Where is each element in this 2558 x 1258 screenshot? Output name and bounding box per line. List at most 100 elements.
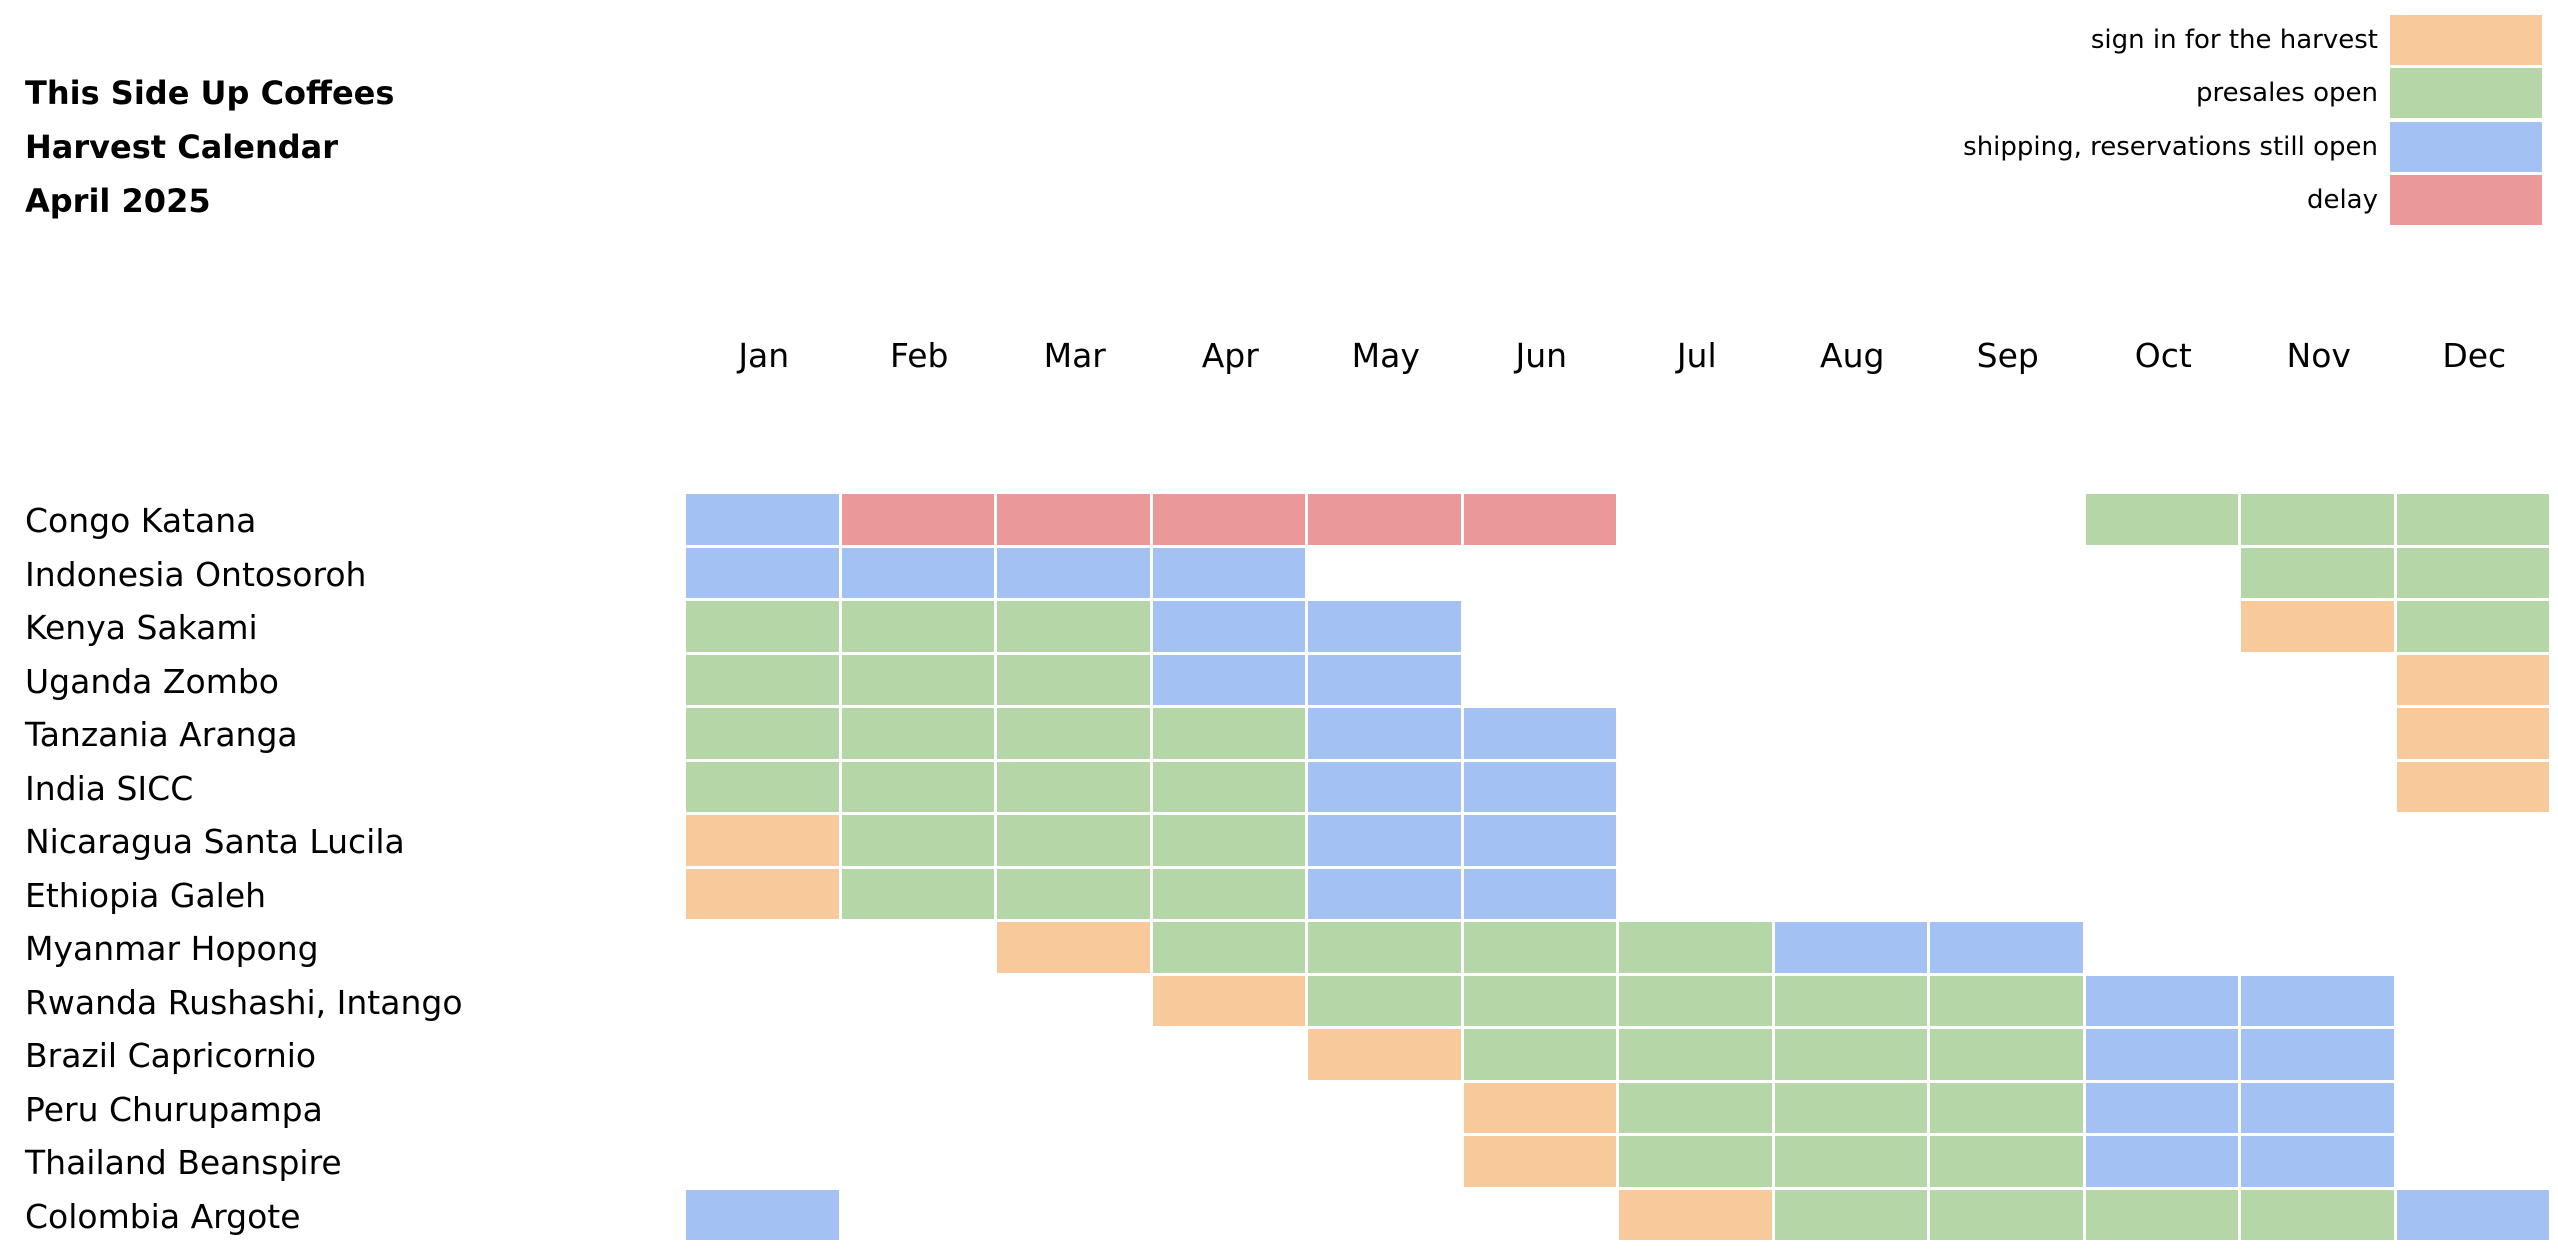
cell-presale bbox=[2241, 1189, 2394, 1240]
cell-presale bbox=[1152, 708, 1305, 759]
cell-presale bbox=[2241, 547, 2394, 598]
cell-presale bbox=[997, 868, 1150, 919]
cell-presale bbox=[1930, 1136, 2083, 1187]
row-label: Nicaragua Santa Lucila bbox=[25, 822, 405, 861]
cell-shipping bbox=[997, 547, 1150, 598]
cell-delay bbox=[1152, 494, 1305, 545]
legend-item-sign: sign in for the harvest bbox=[1963, 13, 2542, 67]
row-label: Indonesia Ontosoroh bbox=[25, 554, 367, 594]
cell-shipping bbox=[1308, 601, 1461, 652]
cell-presale bbox=[1152, 922, 1305, 973]
legend-label: presales open bbox=[2195, 78, 2378, 109]
month-label-dec: Dec bbox=[2442, 336, 2507, 375]
cell-presale bbox=[1930, 1082, 2083, 1133]
month-label-jun: Jun bbox=[1515, 336, 1568, 375]
cell-presale bbox=[1619, 922, 1772, 973]
cell-presale bbox=[2396, 494, 2549, 545]
cell-shipping bbox=[1930, 922, 2083, 973]
month-label-feb: Feb bbox=[890, 336, 949, 375]
cell-presale bbox=[1619, 975, 1772, 1026]
cell-presale bbox=[2396, 601, 2549, 652]
month-label-sep: Sep bbox=[1976, 336, 2039, 375]
cell-shipping bbox=[2241, 1029, 2394, 1080]
cell-sign bbox=[1463, 1082, 1616, 1133]
cell-presale bbox=[2085, 1189, 2238, 1240]
cell-shipping bbox=[2085, 1029, 2238, 1080]
cell-shipping bbox=[841, 547, 994, 598]
cell-presale bbox=[1308, 975, 1461, 1026]
cell-shipping bbox=[1152, 547, 1305, 598]
title-line-3: April 2025 bbox=[25, 182, 211, 220]
cell-shipping bbox=[1774, 922, 1927, 973]
cell-sign bbox=[1152, 975, 1305, 1026]
month-label-oct: Oct bbox=[2134, 336, 2192, 375]
cell-presale bbox=[997, 601, 1150, 652]
row-label: Peru Churupampa bbox=[25, 1089, 323, 1129]
cell-shipping bbox=[1463, 708, 1616, 759]
cell-presale bbox=[686, 761, 839, 812]
cell-presale bbox=[997, 815, 1150, 866]
cell-sign bbox=[997, 922, 1150, 973]
cell-presale bbox=[1619, 1082, 1772, 1133]
cell-presale bbox=[1619, 1136, 1772, 1187]
cell-presale bbox=[686, 708, 839, 759]
cell-presale bbox=[841, 601, 994, 652]
cell-sign bbox=[686, 815, 839, 866]
legend-swatch bbox=[2390, 68, 2542, 119]
month-label-mar: Mar bbox=[1043, 336, 1106, 375]
cell-presale bbox=[1930, 1029, 2083, 1080]
row-label: Kenya Sakami bbox=[25, 608, 258, 647]
legend-item-presale: presales open bbox=[1963, 67, 2542, 121]
cell-presale bbox=[686, 601, 839, 652]
cell-presale bbox=[2085, 494, 2238, 545]
cell-shipping bbox=[1308, 815, 1461, 866]
month-label-apr: Apr bbox=[1201, 336, 1259, 375]
legend-item-shipping: shipping, reservations still open bbox=[1963, 120, 2542, 174]
row-label: Tanzania Aranga bbox=[25, 715, 298, 754]
title-line-1: This Side Up Coffees bbox=[25, 74, 395, 112]
legend-item-delay: delay bbox=[1963, 174, 2542, 228]
cell-presale bbox=[2241, 494, 2394, 545]
cell-presale bbox=[1774, 1136, 1927, 1187]
cell-presale bbox=[686, 654, 839, 705]
cell-presale bbox=[1774, 1189, 1927, 1240]
cell-presale bbox=[997, 761, 1150, 812]
cell-presale bbox=[1463, 922, 1616, 973]
row-label: Rwanda Rushashi, Intango bbox=[25, 982, 463, 1022]
row-label: Brazil Capricornio bbox=[25, 1036, 317, 1075]
cell-shipping bbox=[686, 1189, 839, 1240]
cell-presale bbox=[997, 708, 1150, 759]
cell-sign bbox=[1463, 1136, 1616, 1187]
cell-shipping bbox=[1152, 601, 1305, 652]
cell-presale bbox=[1774, 975, 1927, 1026]
cell-delay bbox=[1308, 494, 1461, 545]
cell-sign bbox=[1308, 1029, 1461, 1080]
legend: sign in for the harvest presales open sh… bbox=[1963, 13, 2542, 227]
cell-delay bbox=[841, 494, 994, 545]
cell-presale bbox=[1930, 1189, 2083, 1240]
row-label: Uganda Zombo bbox=[25, 661, 279, 701]
cell-presale bbox=[841, 761, 994, 812]
cell-presale bbox=[1774, 1082, 1927, 1133]
cell-shipping bbox=[1463, 868, 1616, 919]
cell-presale bbox=[1463, 1029, 1616, 1080]
cell-presale bbox=[1152, 815, 1305, 866]
row-label: Myanmar Hopong bbox=[25, 929, 319, 968]
row-label: Ethiopia Galeh bbox=[25, 875, 267, 915]
cell-shipping bbox=[1463, 761, 1616, 812]
cell-presale bbox=[841, 654, 994, 705]
legend-label: shipping, reservations still open bbox=[1963, 131, 2378, 162]
cell-presale bbox=[2396, 547, 2549, 598]
cell-presale bbox=[841, 868, 994, 919]
cell-shipping bbox=[1463, 815, 1616, 866]
legend-swatch bbox=[2390, 14, 2542, 65]
month-label-jul: Jul bbox=[1676, 336, 1717, 375]
cell-shipping bbox=[1308, 654, 1461, 705]
cell-presale bbox=[1308, 922, 1461, 973]
cell-shipping bbox=[2085, 975, 2238, 1026]
title-line-2: Harvest Calendar bbox=[25, 128, 339, 166]
cell-presale bbox=[1152, 868, 1305, 919]
legend-swatch bbox=[2390, 175, 2542, 226]
cell-sign bbox=[2396, 761, 2549, 812]
cell-presale bbox=[1930, 975, 2083, 1026]
